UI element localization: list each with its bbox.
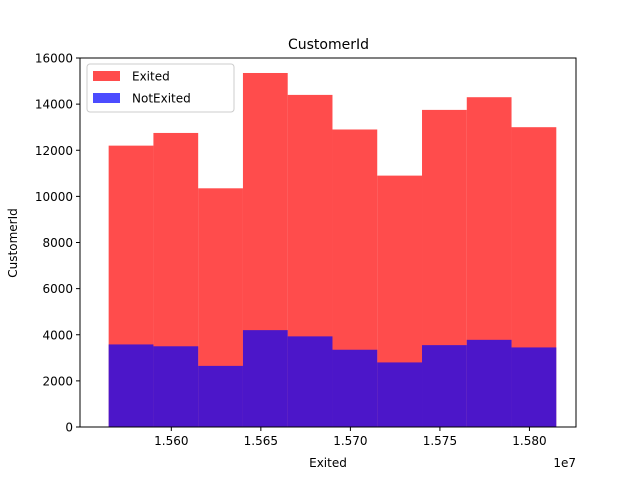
bar-notexited-1 [153, 346, 199, 427]
x-tick-label: 1.565 [244, 434, 278, 448]
legend: Exited NotExited [86, 63, 235, 113]
x-axis-label: Exited [309, 456, 347, 470]
y-tick-label: 12000 [35, 144, 73, 158]
bar-notexited-6 [377, 362, 423, 427]
x-axis-ticks: 1.560 1.565 1.570 1.575 1.580 [154, 427, 547, 448]
x-tick-label: 1.575 [423, 434, 457, 448]
bar-notexited-0 [108, 344, 154, 427]
bar-notexited-8 [466, 339, 512, 427]
legend-swatch-exited [93, 71, 120, 81]
y-tick-label: 10000 [35, 190, 73, 204]
chart-title: CustomerId [288, 37, 369, 53]
legend-label-notexited: NotExited [132, 92, 191, 106]
y-tick-label: 14000 [35, 98, 73, 112]
x-tick-label: 1.580 [512, 434, 546, 448]
bar-notexited-7 [422, 345, 467, 427]
y-tick-label: 4000 [42, 328, 73, 342]
legend-label-exited: Exited [132, 70, 170, 84]
x-tick-label: 1.560 [154, 434, 188, 448]
y-axis-ticks: 0 2000 4000 6000 8000 10000 12000 14000 16000 [35, 52, 80, 435]
x-tick-label: 1.570 [333, 434, 367, 448]
y-tick-label: 2000 [42, 374, 73, 388]
bar-notexited-3 [242, 330, 288, 427]
bar-notexited-4 [287, 336, 333, 427]
y-tick-label: 8000 [42, 236, 73, 250]
bar-notexited-2 [198, 365, 243, 427]
y-axis-label: CustomerId [6, 208, 20, 277]
legend-swatch-notexited [93, 93, 120, 103]
legend-box [86, 63, 235, 113]
y-tick-label: 6000 [42, 282, 73, 296]
y-tick-label: 16000 [35, 52, 73, 66]
y-tick-label: 0 [65, 421, 73, 435]
bars-layer [108, 72, 557, 428]
bar-notexited-9 [511, 347, 557, 427]
bar-notexited-5 [332, 349, 378, 427]
x-axis-offset-label: 1e7 [553, 456, 576, 470]
